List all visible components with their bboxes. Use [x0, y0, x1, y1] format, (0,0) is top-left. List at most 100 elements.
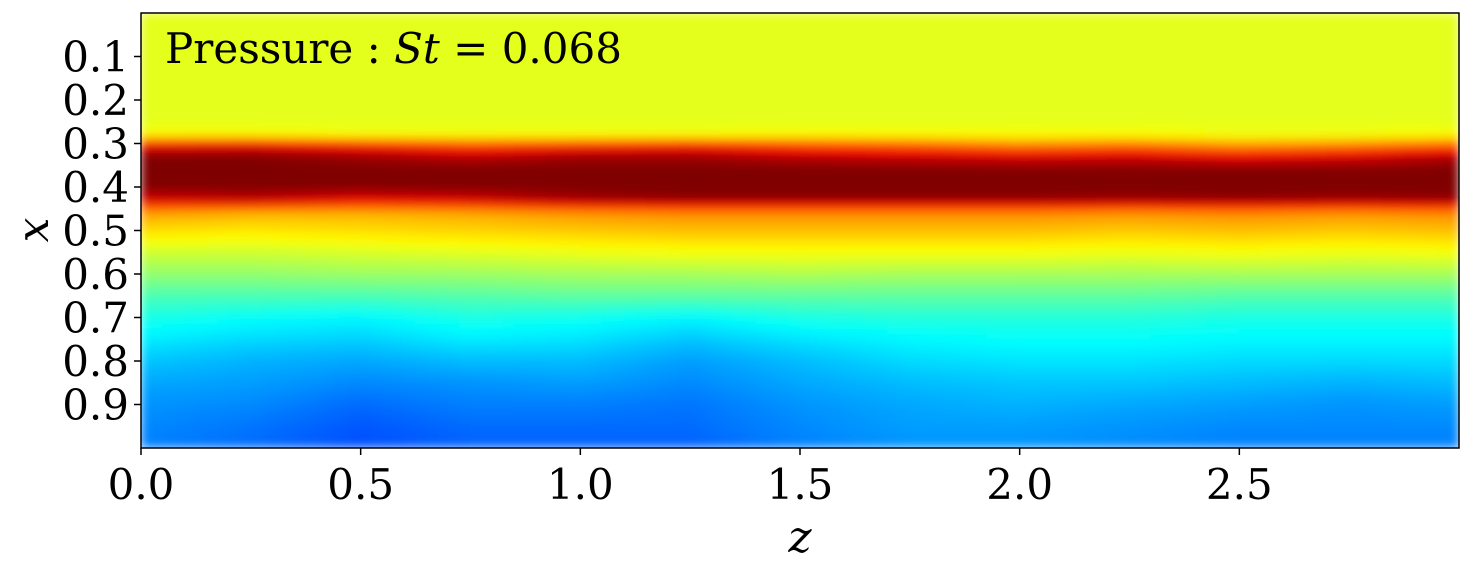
heatmap-cell	[1118, 132, 1130, 139]
heatmap-cell	[360, 28, 373, 36]
heatmap-cell	[206, 13, 219, 19]
heatmap-cell	[953, 132, 966, 139]
heatmap-cell	[1348, 83, 1361, 90]
heatmap-cell	[1227, 61, 1240, 68]
heatmap-cell	[426, 164, 439, 172]
heatmap-cell	[1370, 99, 1383, 106]
heatmap-cell	[1315, 61, 1328, 68]
heatmap-cell	[656, 202, 669, 210]
heatmap-cell	[854, 191, 867, 199]
heatmap-cell	[1096, 104, 1109, 112]
heatmap-cell	[777, 159, 790, 166]
heatmap-cell	[1096, 197, 1109, 204]
heatmap-cell	[1205, 34, 1218, 41]
heatmap-cell	[788, 121, 801, 128]
heatmap-cell	[1216, 45, 1229, 52]
heatmap-cell	[1436, 94, 1449, 101]
heatmap-cell	[920, 191, 933, 199]
heatmap-cell	[250, 56, 263, 63]
heatmap-cell	[513, 235, 526, 242]
heatmap-cell	[1436, 126, 1449, 134]
heatmap-cell	[601, 56, 614, 63]
heatmap-cell	[689, 66, 702, 74]
heatmap-cell	[634, 132, 647, 139]
heatmap-cell	[382, 104, 395, 112]
heatmap-cell	[1337, 208, 1350, 215]
heatmap-cell	[316, 143, 329, 150]
heatmap-cell	[1370, 110, 1383, 117]
heatmap-cell	[689, 39, 702, 47]
heatmap-cell	[788, 39, 801, 47]
heatmap-cell	[294, 208, 307, 215]
heatmap-cell	[623, 213, 636, 221]
heatmap-cell	[404, 224, 417, 231]
heatmap-cell	[744, 186, 757, 193]
heatmap-cell	[1107, 137, 1120, 144]
heatmap-cell	[546, 50, 559, 57]
heatmap-cell	[733, 170, 746, 177]
heatmap-cell	[1194, 45, 1207, 52]
heatmap-cell	[1293, 28, 1306, 36]
heatmap-cell	[437, 39, 450, 47]
heatmap-cell	[1063, 50, 1076, 57]
heatmap-cell	[1019, 126, 1032, 134]
heatmap-cell	[821, 202, 834, 210]
heatmap-cell	[470, 230, 482, 237]
heatmap-cell	[217, 39, 230, 47]
heatmap-cell	[623, 224, 636, 231]
heatmap-cell	[239, 45, 252, 52]
heatmap-cell	[623, 104, 636, 112]
heatmap-cell	[272, 137, 285, 144]
heatmap-cell	[964, 213, 977, 221]
heatmap-cell	[1107, 28, 1120, 36]
heatmap-cell	[1370, 191, 1383, 199]
heatmap-cell	[667, 50, 680, 57]
heatmap-cell	[656, 181, 669, 188]
heatmap-cell	[1381, 170, 1394, 177]
heatmap-cell	[338, 153, 351, 161]
heatmap-cell	[997, 104, 1010, 112]
heatmap-cell	[294, 164, 307, 172]
heatmap-cell	[612, 99, 625, 106]
heatmap-cell	[986, 110, 999, 117]
heatmap-cell	[887, 121, 900, 128]
heatmap-cell	[151, 66, 164, 74]
heatmap-cell	[371, 197, 384, 204]
heatmap-cell	[832, 28, 845, 36]
heatmap-cell	[843, 99, 856, 106]
heatmap-cell	[997, 39, 1010, 47]
heatmap-cell	[305, 13, 318, 19]
heatmap-cell	[141, 132, 153, 139]
heatmap-cell	[272, 94, 285, 101]
heatmap-cell	[1107, 202, 1120, 210]
heatmap-cell	[579, 83, 592, 90]
heatmap-cell	[294, 77, 307, 85]
heatmap-cell	[843, 224, 856, 231]
heatmap-cell	[206, 99, 219, 106]
heatmap-cell	[711, 23, 724, 30]
heatmap-cell	[865, 175, 878, 183]
heatmap-cell	[755, 83, 768, 90]
heatmap-cell	[349, 104, 362, 112]
heatmap-cell	[1414, 34, 1427, 41]
heatmap-cell	[843, 77, 856, 85]
heatmap-cell	[239, 115, 252, 123]
heatmap-cell	[1304, 121, 1317, 128]
heatmap-cell	[876, 61, 889, 68]
heatmap-cell	[480, 235, 493, 242]
heatmap-cell	[887, 66, 900, 74]
heatmap-cell	[1030, 181, 1043, 188]
heatmap-cell	[535, 121, 548, 128]
heatmap-cell	[459, 61, 471, 68]
heatmap-cell	[272, 110, 285, 117]
heatmap-cell	[1107, 191, 1120, 199]
heatmap-cell	[1052, 202, 1065, 210]
heatmap-cell	[1348, 181, 1361, 188]
heatmap-cell	[1304, 208, 1317, 215]
heatmap-cell	[799, 175, 812, 183]
heatmap-cell	[1019, 94, 1032, 101]
heatmap-cell	[228, 99, 241, 106]
heatmap-cell	[700, 39, 713, 47]
heatmap-cell	[141, 39, 153, 47]
heatmap-cell	[448, 23, 461, 30]
